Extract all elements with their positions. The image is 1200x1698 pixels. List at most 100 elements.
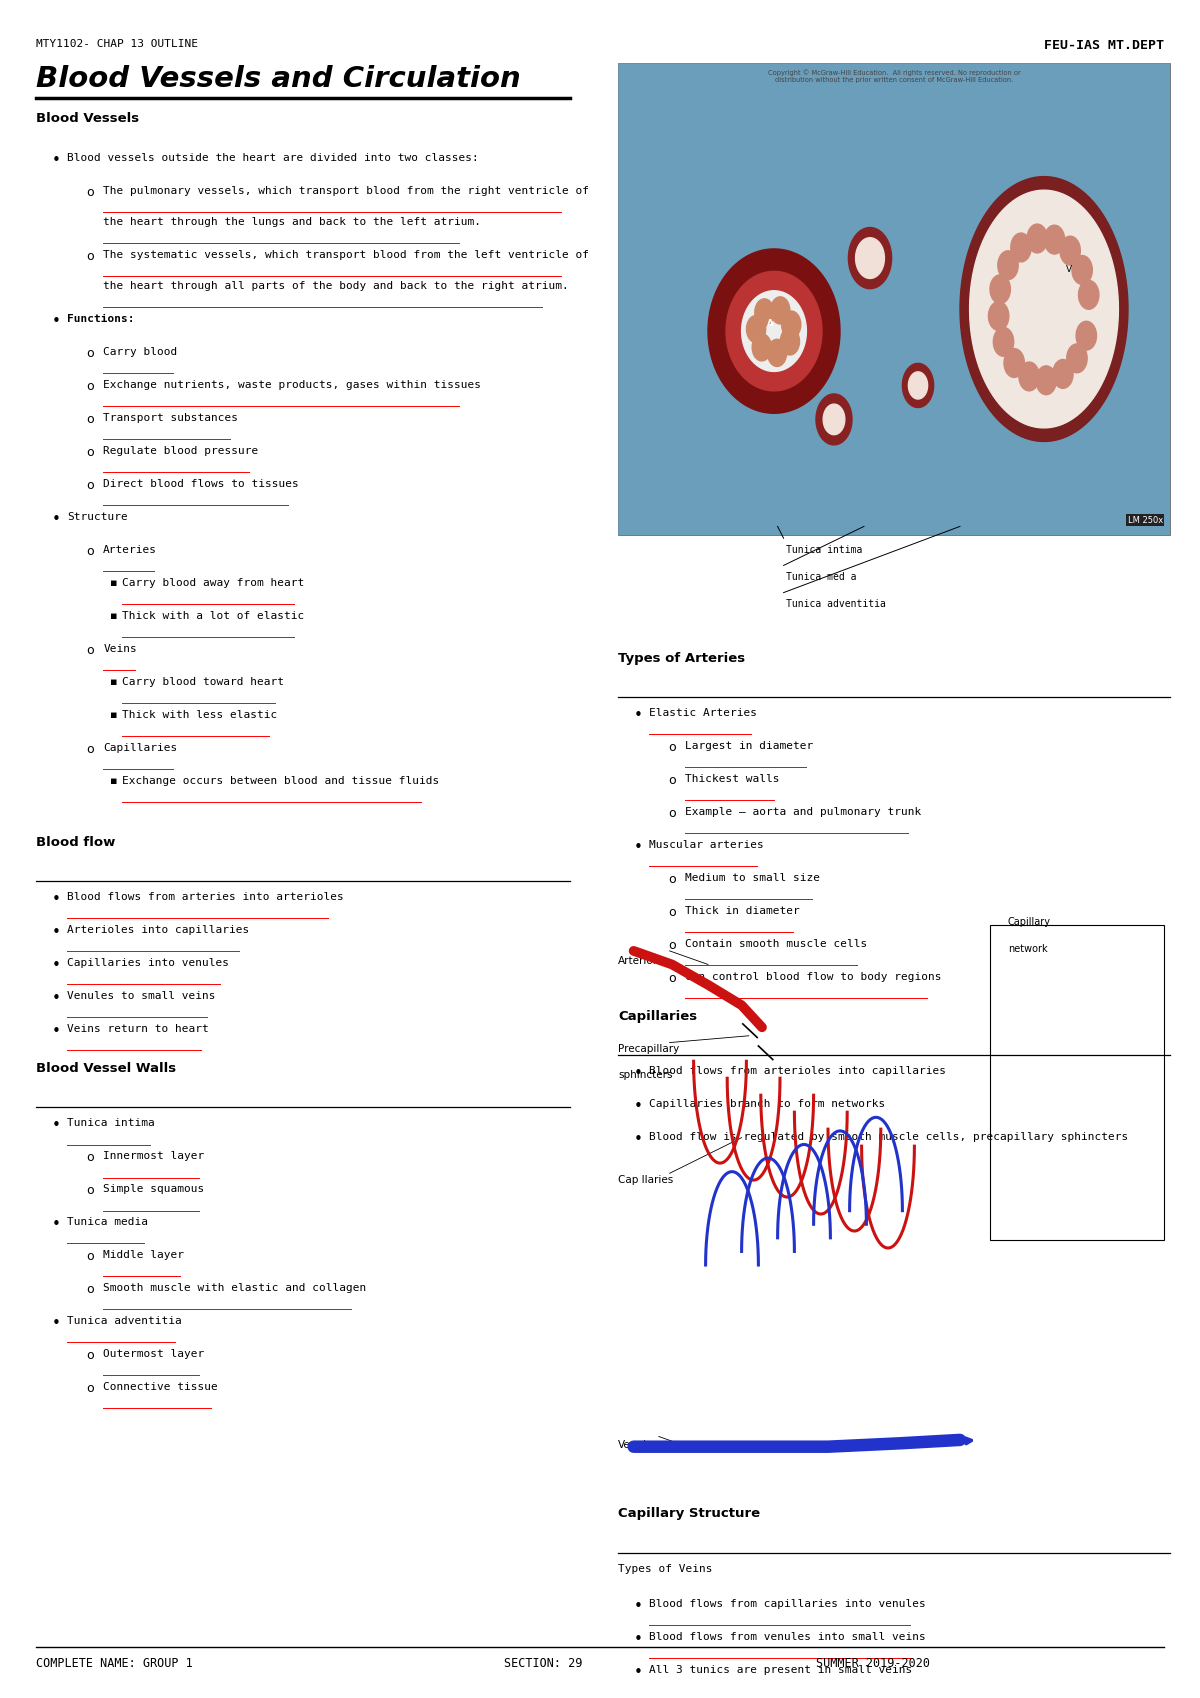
Bar	[618, 63, 1170, 535]
Text: Structure: Structure	[67, 513, 128, 523]
Polygon shape	[848, 228, 892, 289]
Text: Blood flows from arterioles into capillaries: Blood flows from arterioles into capilla…	[649, 1066, 947, 1077]
Text: Capillaries: Capillaries	[618, 1010, 697, 1022]
Text: o: o	[86, 1350, 94, 1362]
Text: ▪: ▪	[110, 678, 118, 688]
Text: Elastic Arteries: Elastic Arteries	[649, 708, 757, 718]
Text: Exchange nutrients, waste products, gases within tissues: Exchange nutrients, waste products, gase…	[103, 380, 481, 391]
Polygon shape	[816, 394, 852, 445]
Text: Cap llaries: Cap llaries	[618, 1175, 673, 1185]
Text: Venule: Venule	[618, 1440, 653, 1450]
Text: The pulmonary vessels, which transport blood from the right ventricle of: The pulmonary vessels, which transport b…	[103, 185, 589, 195]
Circle shape	[998, 251, 1019, 280]
Text: ▪: ▪	[110, 577, 118, 588]
Text: Muscular arteries: Muscular arteries	[649, 841, 764, 851]
Text: •: •	[634, 841, 642, 856]
Text: o: o	[86, 348, 94, 360]
Text: A: A	[767, 319, 774, 328]
Text: •: •	[52, 1024, 60, 1039]
Circle shape	[994, 328, 1014, 357]
Text: Tunica med a: Tunica med a	[786, 572, 857, 582]
Circle shape	[989, 302, 1009, 331]
Text: o: o	[86, 413, 94, 426]
Text: •: •	[52, 958, 60, 973]
Text: o: o	[86, 250, 94, 263]
Text: Outermost layer: Outermost layer	[103, 1350, 204, 1360]
Text: FEU-IAS MT.DEPT: FEU-IAS MT.DEPT	[1044, 39, 1164, 53]
Circle shape	[1010, 233, 1031, 261]
Polygon shape	[908, 372, 928, 399]
Circle shape	[1079, 280, 1099, 309]
Text: the heart through all parts of the body and back to the right atrium.: the heart through all parts of the body …	[103, 282, 569, 292]
Polygon shape	[960, 177, 1128, 441]
Text: Types of Arteries: Types of Arteries	[618, 652, 745, 664]
Text: •: •	[52, 513, 60, 526]
Text: Tunica intima: Tunica intima	[786, 545, 863, 555]
Circle shape	[780, 328, 799, 355]
Text: COMPLETE NAME: GROUP 1: COMPLETE NAME: GROUP 1	[36, 1657, 193, 1671]
Text: Carry blood toward heart: Carry blood toward heart	[122, 678, 284, 688]
Text: Tunica media: Tunica media	[67, 1217, 149, 1228]
Text: Blood Vessels: Blood Vessels	[36, 112, 139, 124]
Text: •: •	[634, 1066, 642, 1082]
Bar	[990, 925, 1164, 1240]
Text: Functions:: Functions:	[67, 314, 134, 324]
Text: Direct blood flows to tissues: Direct blood flows to tissues	[103, 479, 299, 489]
Text: ▪: ▪	[110, 611, 118, 621]
Text: Venules to small veins: Venules to small veins	[67, 992, 216, 1002]
Text: Tunica adventitia: Tunica adventitia	[67, 1316, 182, 1326]
Circle shape	[1076, 321, 1097, 350]
Circle shape	[1067, 345, 1087, 374]
Text: Smooth muscle with elastic and collagen: Smooth muscle with elastic and collagen	[103, 1284, 366, 1294]
Text: Precapillary: Precapillary	[618, 1044, 679, 1054]
Text: •: •	[52, 992, 60, 1007]
Text: Types of Veins: Types of Veins	[618, 1564, 713, 1574]
Text: •: •	[52, 1119, 60, 1134]
Text: •: •	[52, 891, 60, 907]
Text: Simple squamous: Simple squamous	[103, 1185, 204, 1194]
Circle shape	[990, 275, 1010, 304]
Text: MTY1102- CHAP 13 OUTLINE: MTY1102- CHAP 13 OUTLINE	[36, 39, 198, 49]
Polygon shape	[708, 250, 840, 413]
Text: Blood vessels outside the heart are divided into two classes:: Blood vessels outside the heart are divi…	[67, 153, 479, 163]
Polygon shape	[823, 404, 845, 435]
Text: Veins: Veins	[103, 644, 137, 654]
Text: o: o	[86, 185, 94, 199]
Text: Thick in diameter: Thick in diameter	[685, 907, 800, 917]
Text: Carry blood: Carry blood	[103, 348, 178, 357]
Circle shape	[770, 297, 790, 324]
Text: o: o	[668, 807, 676, 820]
Text: •: •	[634, 1598, 642, 1613]
Text: o: o	[86, 1151, 94, 1165]
Circle shape	[768, 340, 787, 367]
Text: •: •	[634, 1099, 642, 1114]
Text: o: o	[668, 971, 676, 985]
Text: sphincters: sphincters	[618, 1070, 672, 1080]
Text: Blood Vessel Walls: Blood Vessel Walls	[36, 1061, 176, 1075]
Circle shape	[1019, 362, 1039, 391]
Text: Thick with a lot of elastic: Thick with a lot of elastic	[122, 611, 305, 621]
Circle shape	[752, 335, 772, 362]
Bar	[618, 63, 1170, 535]
Text: ▪: ▪	[110, 710, 118, 720]
Text: o: o	[86, 1382, 94, 1396]
Text: •: •	[52, 1316, 60, 1331]
Circle shape	[1072, 255, 1092, 284]
Text: Largest in diameter: Largest in diameter	[685, 740, 814, 751]
Text: ▪: ▪	[110, 776, 118, 786]
Text: Innermost layer: Innermost layer	[103, 1151, 204, 1161]
Text: Blood flows from arteries into arterioles: Blood flows from arteries into arteriole…	[67, 891, 344, 902]
Text: o: o	[86, 1250, 94, 1263]
Text: o: o	[668, 873, 676, 886]
Text: Blood flow is regulated by smooth muscle cells, precapillary sphincters: Blood flow is regulated by smooth muscle…	[649, 1133, 1128, 1143]
Text: •: •	[52, 925, 60, 941]
Circle shape	[1036, 365, 1056, 394]
Text: o: o	[668, 774, 676, 788]
Text: the heart through the lungs and back to the left atrium.: the heart through the lungs and back to …	[103, 217, 481, 228]
Text: SECTION: 29: SECTION: 29	[504, 1657, 582, 1671]
Text: Arteries: Arteries	[103, 545, 157, 555]
Text: o: o	[86, 380, 94, 394]
Text: o: o	[86, 1284, 94, 1296]
Text: •: •	[52, 1217, 60, 1233]
Text: Connective tissue: Connective tissue	[103, 1382, 218, 1392]
